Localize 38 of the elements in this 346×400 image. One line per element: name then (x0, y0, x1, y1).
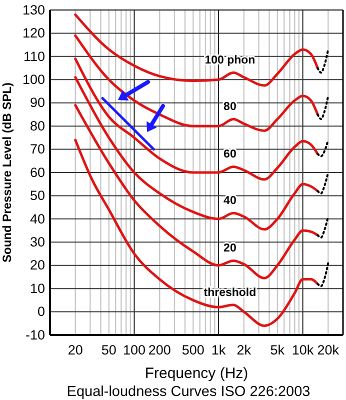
x-tick-label: 2k (236, 342, 252, 358)
y-tick-label: -10 (25, 327, 45, 342)
y-tick-label: 130 (22, 2, 45, 18)
y-tick-label: 0 (37, 304, 45, 320)
x-tick-label: 20k (317, 342, 340, 358)
line-series (316, 94, 330, 120)
x-tick-label: 200 (148, 342, 171, 358)
text: Equal-loudness Curves ISO 226:2003 (66, 384, 310, 400)
series-label: 60 (224, 148, 236, 161)
y-tick-label: 50 (30, 188, 45, 204)
x-tick-label: 500 (182, 342, 204, 358)
line-series (316, 262, 330, 288)
y-tick-label: 90 (30, 95, 45, 110)
y-tick-label: 20 (30, 258, 45, 273)
y-tick-label: 110 (23, 48, 45, 64)
x-tick-label: 10k (292, 342, 314, 358)
x-tick-label: 20 (68, 342, 83, 358)
y-tick-label: 10 (30, 280, 45, 296)
y-tick-label: 120 (22, 26, 45, 41)
y-tick-label: 60 (30, 164, 45, 180)
y-axis-title: Sound Pressure Level (dB SPL) (0, 82, 14, 263)
y-tick-label: 30 (30, 234, 45, 250)
series-label: 40 (224, 195, 236, 208)
line-series (316, 172, 330, 194)
y-tick-label: 100 (22, 72, 45, 87)
series-label: 80 (224, 101, 236, 114)
y-tick-label: 70 (30, 142, 45, 157)
x-tick-label: 1k (211, 342, 226, 358)
x-tick-label: 100 (123, 342, 146, 358)
series-label: 20 (224, 242, 236, 255)
line-series (316, 48, 330, 74)
y-tick-label: 80 (30, 118, 45, 134)
line-series (316, 216, 330, 238)
line-series (316, 139, 330, 158)
x-axis-title: Frequency (Hz) (144, 365, 248, 382)
x-tick-label: 5k (270, 342, 285, 358)
x-tick-label: 50 (101, 342, 116, 358)
y-tick-label: 40 (30, 211, 45, 226)
